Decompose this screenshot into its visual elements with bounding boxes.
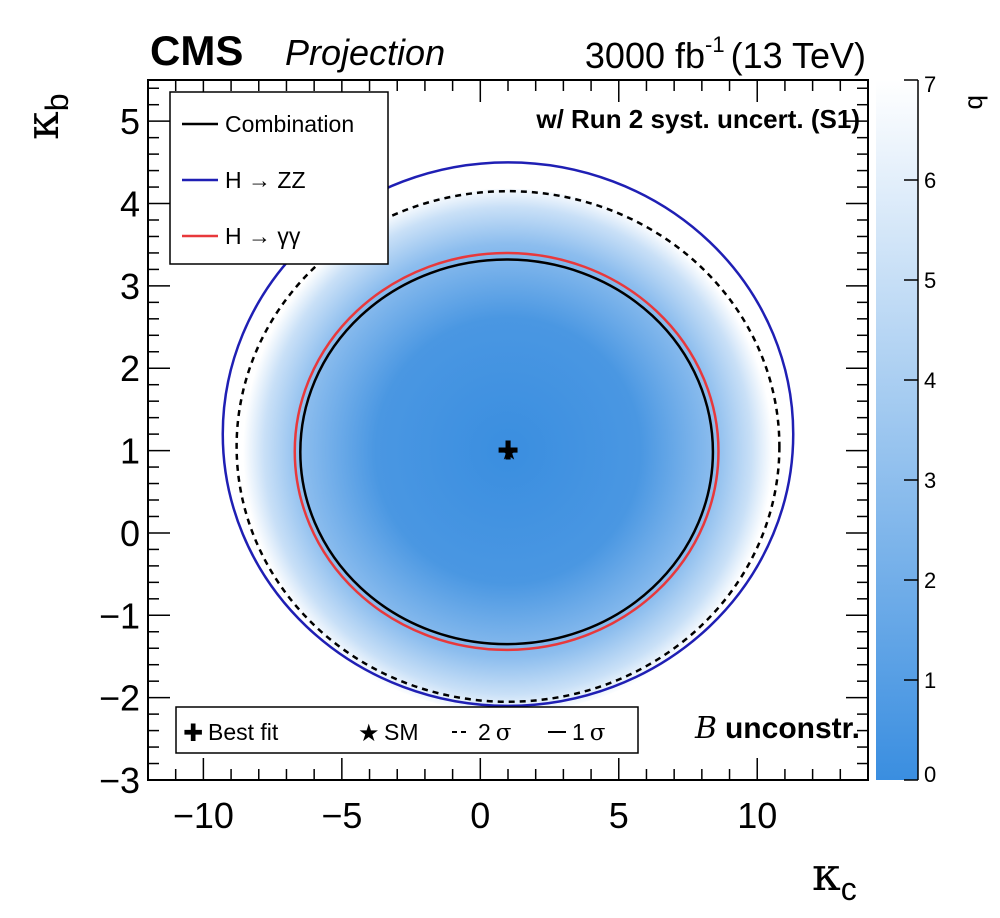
colorbar	[876, 80, 918, 780]
y-tick-label: −3	[99, 760, 140, 801]
one-sigma-symbol: σ	[590, 720, 606, 746]
two-sigma-symbol: σ	[496, 720, 512, 746]
energy-label: (13 TeV)	[731, 35, 866, 76]
two-sigma-number: 2	[478, 719, 491, 745]
y-tick-label: 4	[120, 184, 140, 225]
luminosity-value: 3000 fb	[585, 35, 705, 76]
legend-label-hzz: H → ZZ	[225, 167, 306, 193]
colorbar-tick-label: 2	[924, 568, 936, 593]
x-tick-label: 0	[470, 795, 490, 836]
x-tick-label: −5	[321, 795, 362, 836]
colorbar-tick-label: 5	[924, 268, 936, 293]
marker-legend-box	[175, 706, 639, 754]
experiment-label: CMS	[150, 27, 243, 74]
one-sigma-number: 1	[572, 719, 585, 745]
heatmap-layer	[233, 188, 783, 713]
x-axis-symbol: κ	[812, 847, 841, 901]
sm-legend-marker: ★	[358, 719, 380, 747]
colorbar-tick-label: 7	[924, 72, 936, 97]
colorbar-tick-label: 3	[924, 468, 936, 493]
y-tick-label: 2	[120, 348, 140, 389]
y-tick-label: 3	[120, 266, 140, 307]
legend-label-hgg: H → γγ	[225, 223, 301, 249]
contour-combination-2sigma	[235, 189, 781, 704]
sm-marker: ★	[499, 441, 519, 466]
colorbar-tick-label: 4	[924, 368, 936, 393]
y-axis-subscript: b	[39, 93, 75, 111]
x-tick-label: 10	[737, 795, 777, 836]
sm-legend-label: SM	[384, 719, 419, 745]
y-tick-label: 0	[120, 513, 140, 554]
legend: Combination H → ZZ H → γγ	[169, 91, 389, 265]
colorbar-tick-label: 6	[924, 168, 936, 193]
best-fit-legend-marker: ✚	[183, 719, 203, 747]
b-symbol: B	[694, 711, 717, 746]
best-fit-marker: ✚	[497, 437, 519, 467]
x-tick-label: 5	[609, 795, 629, 836]
heatmap-fill	[233, 188, 783, 713]
contour-hgg-1sigma	[293, 251, 720, 652]
axis-ticks	[147, 80, 869, 781]
y-tick-label: 1	[120, 431, 140, 472]
y-axis-title: κb	[15, 93, 75, 140]
y-tick-label: 5	[120, 101, 140, 142]
best-fit-legend-label: Best fit	[208, 719, 279, 745]
colorbar-tick-labels: 0 1 2 3 4 5 6 7	[924, 72, 936, 787]
scenario-label: w/ Run 2 syst. uncert. (S1)	[535, 104, 860, 134]
colorbar-tick-label: 1	[924, 668, 936, 693]
b-text: unconstr.	[725, 712, 860, 745]
colorbar-ticks	[904, 79, 919, 781]
contour-layer	[221, 161, 795, 708]
x-tick-label: −10	[173, 795, 234, 836]
legend-label-combination: Combination	[225, 111, 354, 137]
luminosity-label: 3000 fb-1 (13 TeV)	[585, 32, 866, 76]
luminosity-exponent: -1	[705, 32, 725, 57]
y-axis-symbol: κ	[15, 111, 69, 140]
x-axis-title: κc	[812, 847, 857, 907]
contour-hzz-1sigma	[221, 161, 795, 708]
colorbar-tick-label: 0	[924, 762, 936, 787]
contour-combination-1sigma	[299, 258, 715, 646]
y-tick-label: −2	[99, 678, 140, 719]
y-tick-label: −1	[99, 595, 140, 636]
x-axis-subscript: c	[841, 871, 857, 907]
colorbar-label: q	[958, 95, 988, 109]
projection-label: Projection	[285, 32, 445, 73]
